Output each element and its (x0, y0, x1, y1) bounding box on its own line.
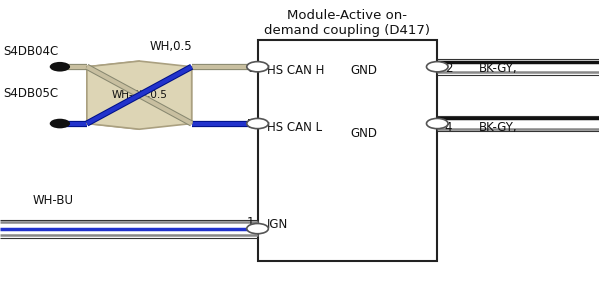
Text: HS CAN H: HS CAN H (267, 64, 324, 78)
Bar (258, 40, 437, 261)
Text: 1: 1 (247, 216, 255, 229)
Text: WH-BU,0.5: WH-BU,0.5 (111, 90, 167, 100)
Polygon shape (87, 61, 192, 129)
Text: IGN: IGN (267, 218, 288, 231)
Text: GND: GND (350, 127, 377, 140)
Text: WH-BU: WH-BU (33, 194, 74, 207)
Polygon shape (87, 61, 192, 129)
Circle shape (247, 118, 268, 129)
Text: BK-GY,: BK-GY, (479, 121, 518, 134)
Circle shape (50, 119, 70, 128)
Text: 7: 7 (247, 118, 255, 131)
Text: 8: 8 (247, 62, 255, 75)
Circle shape (50, 62, 70, 72)
Text: 4: 4 (444, 121, 452, 134)
Text: S4DB05C: S4DB05C (3, 87, 58, 100)
Text: BK-GY,: BK-GY, (479, 62, 518, 75)
Text: 2: 2 (444, 62, 452, 75)
Text: GND: GND (350, 64, 377, 78)
Circle shape (247, 62, 268, 72)
Text: Module-Active on-
demand coupling (D417): Module-Active on- demand coupling (D417) (264, 9, 431, 37)
Circle shape (426, 62, 448, 72)
Text: S4DB04C: S4DB04C (3, 45, 58, 58)
Text: WH,0.5: WH,0.5 (149, 40, 192, 53)
Text: HS CAN L: HS CAN L (267, 121, 322, 134)
Circle shape (247, 224, 268, 234)
Circle shape (426, 118, 448, 129)
